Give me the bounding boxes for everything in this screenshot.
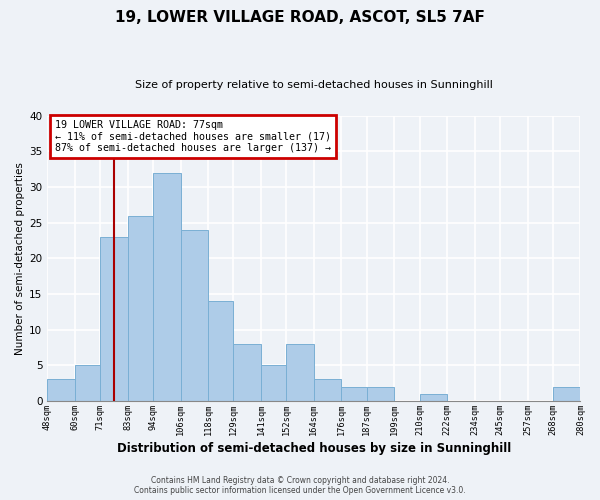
Y-axis label: Number of semi-detached properties: Number of semi-detached properties — [15, 162, 25, 354]
Bar — [181, 230, 208, 401]
Bar — [314, 380, 341, 401]
Bar — [128, 216, 153, 401]
Bar — [553, 386, 580, 401]
Text: 19 LOWER VILLAGE ROAD: 77sqm
← 11% of semi-detached houses are smaller (17)
87% : 19 LOWER VILLAGE ROAD: 77sqm ← 11% of se… — [55, 120, 331, 154]
Text: 19, LOWER VILLAGE ROAD, ASCOT, SL5 7AF: 19, LOWER VILLAGE ROAD, ASCOT, SL5 7AF — [115, 10, 485, 25]
Bar — [47, 380, 75, 401]
Bar — [100, 237, 128, 401]
Bar — [208, 301, 233, 401]
Bar — [233, 344, 261, 401]
Bar — [341, 386, 367, 401]
Title: Size of property relative to semi-detached houses in Sunninghill: Size of property relative to semi-detach… — [135, 80, 493, 90]
Text: Contains HM Land Registry data © Crown copyright and database right 2024.
Contai: Contains HM Land Registry data © Crown c… — [134, 476, 466, 495]
Bar — [367, 386, 394, 401]
Bar — [419, 394, 447, 401]
Bar — [261, 365, 286, 401]
Bar — [75, 365, 100, 401]
X-axis label: Distribution of semi-detached houses by size in Sunninghill: Distribution of semi-detached houses by … — [117, 442, 511, 455]
Bar — [286, 344, 314, 401]
Bar — [153, 173, 181, 401]
